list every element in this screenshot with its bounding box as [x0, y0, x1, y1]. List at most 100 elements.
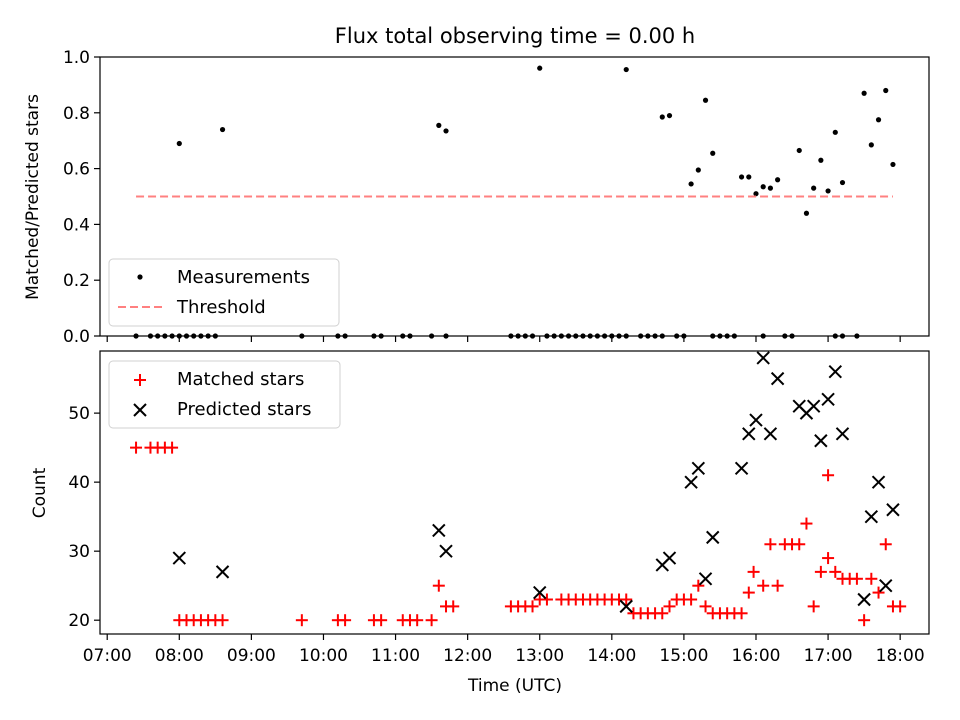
predicted-star-point: [742, 427, 756, 441]
measurement-point: [695, 167, 701, 173]
predicted-star-point: [439, 544, 453, 558]
matched-star-point: [166, 441, 179, 454]
legend-marker-measurements: [137, 274, 143, 280]
measurement-point: [775, 177, 781, 183]
matched-star-point: [339, 614, 352, 627]
measurement-point: [623, 66, 629, 73]
predicted-star-point: [835, 427, 850, 441]
measurement-point: [688, 181, 694, 187]
matched-star-point: [735, 607, 748, 620]
matched-star-point: [295, 614, 308, 627]
matched-star-point: [216, 614, 229, 627]
measurement-point: [825, 188, 831, 194]
predicted-star-point: [698, 572, 713, 586]
plot-frame-top: [99, 56, 930, 337]
measurement-point: [436, 122, 442, 128]
predicted-star-point: [432, 523, 446, 538]
matched-star-point: [425, 614, 438, 627]
y-tick-label: 20: [68, 611, 90, 631]
x-tick-label: 10:00: [299, 646, 348, 666]
y-tick-label: 30: [68, 542, 90, 562]
matched-star-point: [375, 614, 388, 627]
predicted-star-point: [879, 578, 893, 593]
measurement-point: [868, 142, 874, 148]
matched-star-point: [807, 600, 820, 613]
predicted-star-point: [828, 365, 842, 379]
measurement-point: [875, 117, 882, 123]
matched-star-point: [764, 538, 777, 551]
measurement-point: [710, 150, 716, 156]
plot-frame-bottom: [99, 350, 930, 635]
predicted-star-point: [770, 371, 785, 386]
legend-top: Measurements Threshold: [108, 258, 340, 327]
measurement-point: [666, 112, 673, 119]
top-panel: Matched/Predicted stars 0.0 0.2 0.4 0.6 0.8 1…: [23, 48, 930, 347]
y-tick-label: 1.0: [63, 48, 90, 68]
matched-star-point: [814, 565, 827, 578]
measurement-point: [659, 114, 665, 120]
x-tick-label: 13:00: [515, 646, 564, 666]
measurement-point: [803, 210, 810, 216]
measurement-point: [796, 147, 802, 154]
matched-star-point: [822, 469, 835, 482]
legend-label-measurements: Measurements: [177, 267, 310, 288]
matched-star-point: [894, 600, 907, 613]
matched-star-point: [130, 441, 143, 454]
matched-star-point: [685, 593, 698, 606]
predicted-star-point: [662, 551, 677, 565]
measurement-point: [443, 128, 449, 134]
y-tick-label: 40: [68, 473, 90, 493]
matched-star-point: [742, 586, 755, 599]
measurement-point: [702, 97, 709, 103]
legend-box-top: [108, 258, 340, 327]
predicted-star-point: [871, 475, 886, 489]
measurement-point: [219, 126, 226, 133]
legend-label-matched: Matched stars: [177, 369, 304, 390]
predicted-star-point: [734, 461, 749, 476]
predicted-star-point: [857, 592, 871, 607]
predicted-star-point: [756, 351, 770, 365]
predicted-star-point: [806, 399, 821, 413]
y-tick-label: 0.8: [63, 104, 90, 124]
x-tick-label: 17:00: [804, 646, 853, 666]
matched-star-point: [771, 579, 784, 592]
measurement-point: [537, 65, 543, 71]
predicted-star-point: [763, 427, 778, 441]
x-tick-label: 11:00: [371, 646, 420, 666]
legend-label-predicted: Predicted stars: [177, 399, 311, 420]
predicted-star-point: [215, 565, 230, 579]
x-tick-label: 08:00: [155, 646, 204, 666]
legend-bottom: Matched stars Predicted stars: [108, 360, 341, 429]
matched-star-point: [757, 579, 770, 592]
matched-star-point: [432, 579, 445, 592]
predicted-star-point: [814, 434, 828, 448]
measurement-point: [738, 174, 745, 180]
x-tick-label: 18:00: [876, 646, 925, 666]
matched-star-point: [699, 600, 712, 613]
matched-star-point: [411, 614, 424, 627]
matched-star-point: [865, 572, 878, 585]
x-axis-label: Time (UTC): [467, 676, 562, 696]
measurement-point: [746, 174, 752, 180]
measurement-point: [818, 157, 824, 163]
predicted-star-point: [684, 475, 698, 489]
y-tick-label: 0.2: [63, 271, 90, 291]
matched-star-point: [447, 600, 460, 613]
x-tick-label: 09:00: [227, 646, 276, 666]
measurement-point: [176, 140, 182, 147]
matched-star-point: [656, 607, 669, 620]
measurement-point: [811, 185, 817, 191]
y-tick-label: 0.6: [63, 160, 90, 180]
matched-star-point: [692, 579, 705, 592]
measurement-point: [767, 185, 774, 191]
matched-star-point: [829, 565, 842, 578]
y-tick-label: 50: [68, 404, 90, 424]
predicted-star-point: [533, 585, 547, 600]
legend-marker-predicted: [133, 403, 147, 417]
matched-star-point: [850, 572, 863, 585]
predicted-star-point: [886, 503, 900, 517]
predicted-star-point: [864, 509, 879, 524]
matched-star-point: [800, 517, 813, 530]
measurement-point: [839, 179, 846, 186]
